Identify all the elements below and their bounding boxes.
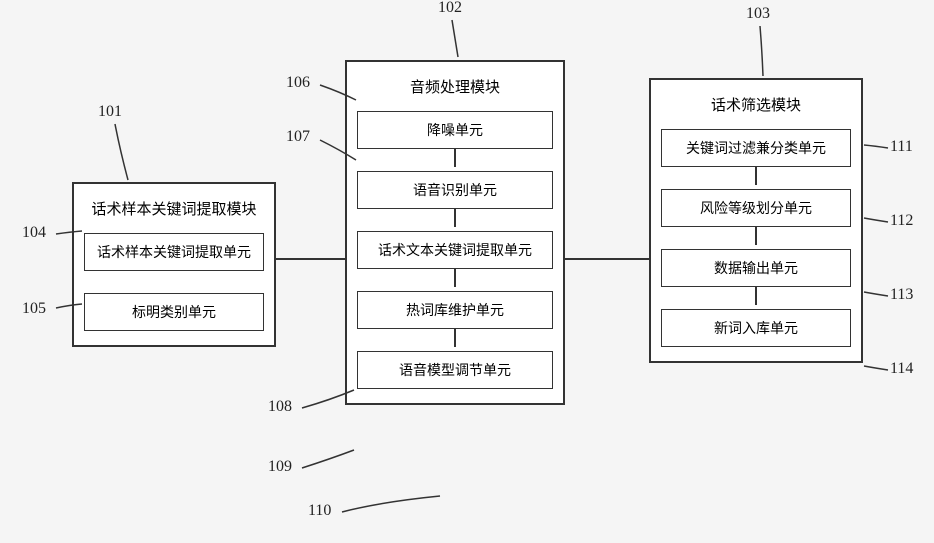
callout-103: 103 (746, 5, 770, 23)
callout-108: 108 (268, 398, 292, 416)
callout-112: 112 (890, 212, 913, 230)
callout-106: 106 (286, 74, 310, 92)
module-title: 话术筛选模块 (707, 92, 805, 117)
callout-101: 101 (98, 103, 122, 121)
connector-vertical (755, 227, 757, 245)
connector-vertical (454, 329, 456, 347)
module-title: 话术样本关键词提取模块 (87, 196, 260, 221)
unit-sample-keyword-extraction: 话术样本关键词提取单元 (84, 233, 264, 271)
module-script-filtering: 话术筛选模块 关键词过滤兼分类单元 风险等级划分单元 数据输出单元 新词入库单元 (649, 78, 863, 363)
connector-horizontal (565, 258, 649, 260)
unit-keyword-filter-classify: 关键词过滤兼分类单元 (661, 129, 851, 167)
unit-hotword-maintenance: 热词库维护单元 (357, 291, 553, 329)
connector-vertical (454, 209, 456, 227)
callout-102: 102 (438, 0, 462, 17)
connector-vertical (755, 167, 757, 185)
callout-110: 110 (308, 502, 331, 520)
callout-105: 105 (22, 300, 46, 318)
callout-104: 104 (22, 224, 46, 242)
connector-horizontal (276, 258, 345, 260)
callout-111: 111 (890, 138, 913, 156)
callout-114: 114 (890, 360, 913, 378)
module-audio-processing: 音频处理模块 降噪单元 语音识别单元 话术文本关键词提取单元 热词库维护单元 语… (345, 60, 565, 405)
unit-risk-level: 风险等级划分单元 (661, 189, 851, 227)
unit-speech-model-adjustment: 语音模型调节单元 (357, 351, 553, 389)
unit-text-keyword-extraction: 话术文本关键词提取单元 (357, 231, 553, 269)
unit-noise-reduction: 降噪单元 (357, 111, 553, 149)
unit-data-output: 数据输出单元 (661, 249, 851, 287)
callout-113: 113 (890, 286, 913, 304)
connector-vertical (755, 287, 757, 305)
unit-mark-category: 标明类别单元 (84, 293, 264, 331)
connector-vertical (454, 149, 456, 167)
unit-speech-recognition: 语音识别单元 (357, 171, 553, 209)
callout-109: 109 (268, 458, 292, 476)
callout-107: 107 (286, 128, 310, 146)
module-title: 音频处理模块 (406, 74, 504, 99)
unit-new-word-store: 新词入库单元 (661, 309, 851, 347)
module-keyword-extraction: 话术样本关键词提取模块 话术样本关键词提取单元 标明类别单元 (72, 182, 276, 347)
connector-vertical (454, 269, 456, 287)
